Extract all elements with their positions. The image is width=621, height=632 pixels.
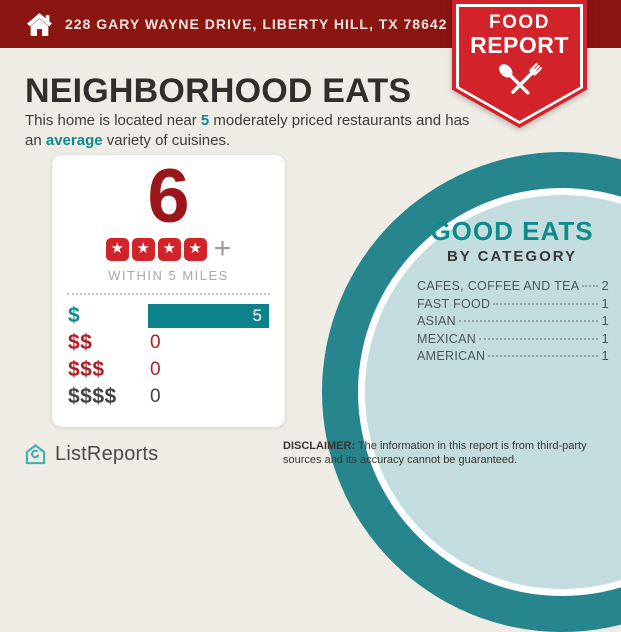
good-eats-subtitle: BY CATEGORY	[446, 248, 578, 265]
category-label: CAFES, COFFEE AND TEA	[417, 279, 580, 293]
price-bar: 5	[148, 303, 269, 328]
category-list: CAFES, COFFEE AND TEA 2 FAST FOOD 1 ASIA…	[403, 278, 609, 363]
listreports-house-icon	[24, 443, 47, 466]
price-tier-label: $$$$	[68, 384, 117, 408]
price-value: 0	[150, 385, 161, 407]
price-value-zone: 0	[148, 332, 269, 354]
intro-middle: moderately priced restaurants and has an	[25, 112, 470, 150]
category-label: ASIAN	[417, 314, 457, 328]
price-value: 0	[150, 331, 161, 353]
intro-highlight: average	[45, 132, 103, 150]
price-tier-label: $$$	[68, 357, 105, 381]
food-report-badge: FOOD REPORT	[452, 0, 587, 128]
dotted-leader	[493, 302, 599, 305]
radius-label: WITHIN 5 MILES	[108, 268, 229, 283]
price-tier-label: $$	[68, 330, 93, 354]
page-title: NEIGHBORHOOD EATS	[25, 72, 412, 110]
category-row: CAFES, COFFEE AND TEA 2	[417, 278, 609, 293]
spoon-fork-crossed-icon	[494, 62, 546, 108]
restaurant-stats-card: 6 + WITHIN 5 MILES $ 5 $$ 0	[52, 155, 285, 427]
restaurant-count: 6	[147, 154, 190, 239]
category-value: 1	[601, 348, 609, 363]
disclaimer: DISCLAIMER: The information in this repo…	[283, 439, 615, 468]
star-icon	[131, 237, 155, 261]
price-bar-value: 5	[252, 305, 262, 325]
price-tier-label: $	[68, 303, 81, 327]
category-value: 1	[601, 313, 609, 328]
plus-icon: +	[213, 232, 232, 265]
price-row-1-dollar: $ 5	[68, 302, 269, 329]
category-row: AMERICAN 1	[417, 348, 609, 363]
category-value: 2	[601, 278, 609, 293]
star-icon	[157, 237, 181, 261]
divider	[67, 293, 270, 295]
listreports-logo: ListReports	[24, 443, 158, 466]
category-label: AMERICAN	[417, 349, 486, 363]
price-bar-zone: 5	[148, 303, 269, 328]
category-value: 1	[601, 295, 609, 311]
price-row-2-dollar: $$ 0	[68, 329, 269, 356]
category-label: FAST FOOD	[417, 296, 491, 311]
price-value: 0	[150, 358, 161, 380]
category-value: 1	[601, 330, 609, 346]
intro-text: This home is located near 5 moderately p…	[25, 111, 470, 152]
brand-name: ListReports	[55, 443, 159, 465]
badge-title-line1: FOOD	[489, 12, 550, 33]
price-value-zone: 0	[148, 386, 269, 408]
star-rating: +	[52, 232, 285, 265]
home-icon	[26, 12, 53, 37]
dotted-leader	[459, 320, 599, 322]
category-row: ASIAN 1	[417, 313, 609, 328]
disclaimer-label: DISCLAIMER:	[283, 440, 356, 452]
price-value-zone: 0	[148, 359, 269, 381]
address-text: 228 GARY WAYNE DRIVE, LIBERTY HILL, TX 7…	[65, 16, 448, 32]
category-label: MEXICAN	[417, 331, 477, 346]
category-row: MEXICAN 1	[417, 330, 609, 346]
price-row-4-dollar: $$$$ 0	[68, 383, 269, 410]
badge-content: FOOD REPORT	[452, 0, 587, 128]
good-eats-panel: GOOD EATS BY CATEGORY CAFES, COFFEE AND …	[403, 216, 609, 366]
price-row-3-dollar: $$$ 0	[68, 356, 269, 383]
intro-before: This home is located near	[25, 112, 201, 129]
star-icon	[105, 237, 129, 261]
dotted-leader	[582, 285, 599, 287]
disclaimer-text: The information in this report is from t…	[283, 440, 587, 467]
dotted-leader	[479, 337, 599, 340]
badge-title-line2: REPORT	[470, 32, 569, 58]
intro-after: variety of cuisines.	[102, 132, 231, 150]
dotted-leader	[488, 355, 599, 357]
intro-count: 5	[200, 112, 210, 129]
good-eats-title: GOOD EATS	[430, 216, 594, 246]
category-row: FAST FOOD 1	[417, 295, 609, 311]
price-tier-chart: $ 5 $$ 0 $$$ 0 $$$$	[52, 302, 285, 410]
star-icon	[183, 237, 207, 261]
